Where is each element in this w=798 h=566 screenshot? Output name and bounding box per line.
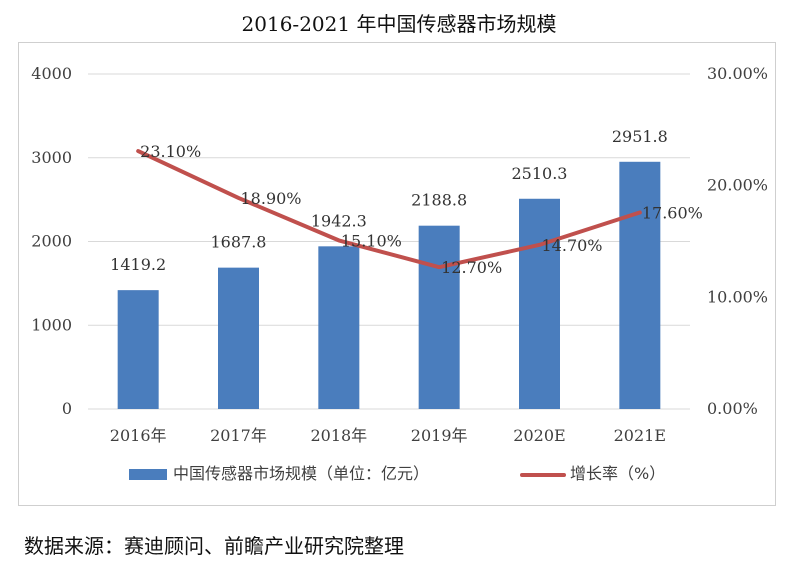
line-point <box>337 238 341 242</box>
line-data-label: 17.60% <box>642 203 703 222</box>
bar <box>117 290 159 409</box>
chart-title: 2016-2021 年中国传感器市场规模 <box>241 12 557 36</box>
y-right-tick-label: 30.00% <box>707 64 768 83</box>
line-point <box>437 265 441 269</box>
line-data-label: 12.70% <box>441 258 502 277</box>
x-tick-label: 2019年 <box>411 426 468 445</box>
line-data-label: 18.90% <box>241 189 302 208</box>
legend-label-bar: 中国传感器市场规模（单位：亿元） <box>173 464 429 483</box>
line-point <box>136 149 140 153</box>
y-right-tick-label: 20.00% <box>707 176 768 195</box>
chart-frame <box>18 42 776 506</box>
y-left-tick-label: 0 <box>62 399 72 418</box>
x-tick-label: 2020E <box>513 426 565 445</box>
x-tick-label: 2021E <box>614 426 666 445</box>
line-point <box>237 196 240 200</box>
legend-label-line: 增长率（%） <box>570 464 665 483</box>
bar <box>418 225 460 409</box>
line-data-label: 23.10% <box>140 142 201 161</box>
y-left-tick-label: 2000 <box>31 232 72 251</box>
y-left-tick-label: 3000 <box>31 148 72 167</box>
line-point <box>538 243 541 247</box>
bar-data-label: 2510.3 <box>512 164 568 183</box>
y-left-tick-label: 4000 <box>31 64 72 83</box>
x-tick-label: 2016年 <box>110 426 167 445</box>
bar-data-label: 2188.8 <box>411 191 467 210</box>
bar-data-label: 1942.3 <box>311 211 367 230</box>
growth-rate-line <box>136 149 642 270</box>
y-right-tick-label: 0.00% <box>707 399 758 418</box>
bar <box>318 246 360 409</box>
y-left-tick-label: 1000 <box>31 315 72 334</box>
bar-data-label: 1419.2 <box>110 255 166 274</box>
x-tick-label: 2018年 <box>310 426 367 445</box>
bar <box>619 161 661 409</box>
bar-data-label: 1687.8 <box>211 233 267 252</box>
line-data-label: 14.70% <box>542 236 603 255</box>
line-data-label: 15.10% <box>341 231 402 250</box>
bar <box>218 267 259 409</box>
x-tick-label: 2017年 <box>210 426 267 445</box>
line-point <box>638 210 642 214</box>
bar-data-label: 2951.8 <box>612 127 668 146</box>
y-right-tick-label: 10.00% <box>707 287 768 306</box>
source-note: 数据来源：赛迪顾问、前瞻产业研究院整理 <box>24 534 404 558</box>
bar <box>519 198 560 409</box>
legend-swatch-bar <box>129 469 167 480</box>
